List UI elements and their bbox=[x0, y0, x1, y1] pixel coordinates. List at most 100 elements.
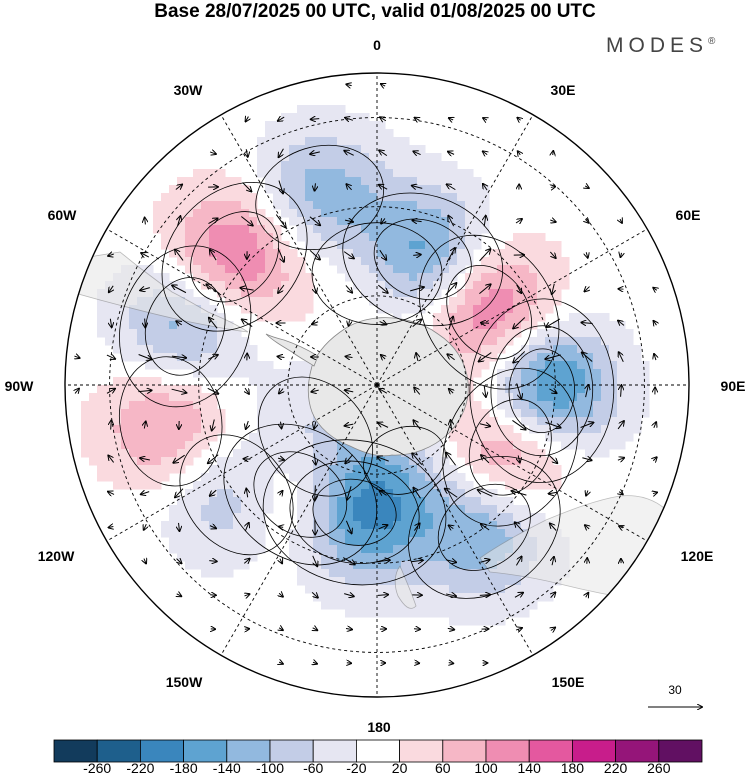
anomaly-cell bbox=[409, 265, 418, 274]
anomaly-cell bbox=[385, 457, 394, 466]
wind-vector bbox=[480, 560, 489, 563]
anomaly-cell bbox=[257, 537, 266, 546]
colorbar-tick-label: -260 bbox=[83, 760, 112, 776]
anomaly-cell bbox=[345, 585, 354, 594]
anomaly-cell bbox=[641, 377, 650, 386]
anomaly-cell bbox=[201, 217, 210, 226]
anomaly-cell bbox=[185, 497, 194, 506]
anomaly-cell bbox=[265, 425, 274, 434]
anomaly-cell bbox=[297, 257, 306, 266]
anomaly-cell bbox=[289, 529, 298, 538]
anomaly-cell bbox=[353, 577, 362, 586]
anomaly-cell bbox=[497, 465, 506, 474]
latitude-circle bbox=[287, 295, 467, 475]
anomaly-cell bbox=[313, 113, 322, 122]
anomaly-cell bbox=[545, 369, 554, 378]
anomaly-cell bbox=[401, 161, 410, 170]
anomaly-cell bbox=[361, 113, 370, 122]
anomaly-cell bbox=[121, 417, 130, 426]
anomaly-cell bbox=[177, 521, 186, 530]
anomaly-cell bbox=[201, 425, 210, 434]
wind-vector bbox=[621, 385, 622, 397]
anomaly-cell bbox=[513, 585, 522, 594]
anomaly-cell bbox=[633, 361, 642, 370]
anomaly-cell bbox=[561, 441, 570, 450]
anomaly-cell bbox=[185, 249, 194, 258]
anomaly-cell bbox=[193, 537, 202, 546]
anomaly-cell bbox=[321, 473, 330, 482]
anomaly-cell bbox=[113, 441, 122, 450]
anomaly-cell bbox=[265, 177, 274, 186]
anomaly-cell bbox=[489, 433, 498, 442]
anomaly-cell bbox=[465, 545, 474, 554]
anomaly-cell bbox=[241, 497, 250, 506]
anomaly-cell bbox=[201, 497, 210, 506]
anomaly-cell bbox=[201, 481, 210, 490]
anomaly-cell bbox=[465, 257, 474, 266]
anomaly-cell bbox=[497, 593, 506, 602]
anomaly-cell bbox=[305, 177, 314, 186]
wind-vector bbox=[515, 219, 522, 223]
anomaly-cell bbox=[497, 449, 506, 458]
wind-vector bbox=[515, 628, 522, 630]
anomaly-cell bbox=[345, 153, 354, 162]
anomaly-cell bbox=[569, 425, 578, 434]
anomaly-cell bbox=[233, 505, 242, 514]
anomaly-cell bbox=[329, 585, 338, 594]
anomaly-cell bbox=[529, 385, 538, 394]
anomaly-cell bbox=[409, 457, 418, 466]
anomaly-cell bbox=[273, 169, 282, 178]
anomaly-cell bbox=[193, 209, 202, 218]
anomaly-cell bbox=[401, 305, 410, 314]
anomaly-cell bbox=[161, 529, 170, 538]
anomaly-cell bbox=[297, 177, 306, 186]
anomaly-cell bbox=[225, 289, 234, 298]
anomaly-cell bbox=[465, 393, 474, 402]
anomaly-cell bbox=[161, 457, 170, 466]
anomaly-cell bbox=[361, 585, 370, 594]
anomaly-cell bbox=[193, 401, 202, 410]
anomaly-cell bbox=[473, 569, 482, 578]
anomaly-cell bbox=[257, 489, 266, 498]
anomaly-cell bbox=[553, 473, 562, 482]
anomaly-cell bbox=[201, 329, 210, 338]
anomaly-cell bbox=[465, 281, 474, 290]
anomaly-cell bbox=[129, 409, 138, 418]
anomaly-cell bbox=[193, 177, 202, 186]
anomaly-cell bbox=[313, 209, 322, 218]
anomaly-cell bbox=[265, 305, 274, 314]
anomaly-cell bbox=[345, 265, 354, 274]
anomaly-cell bbox=[81, 409, 90, 418]
anomaly-cell bbox=[305, 113, 314, 122]
anomaly-cell bbox=[241, 185, 250, 194]
anomaly-cell bbox=[441, 161, 450, 170]
anomaly-cell bbox=[465, 385, 474, 394]
anomaly-cell bbox=[113, 313, 122, 322]
anomaly-cell bbox=[345, 209, 354, 218]
anomaly-cell bbox=[305, 441, 314, 450]
anomaly-cell bbox=[193, 433, 202, 442]
anomaly-cell bbox=[241, 369, 250, 378]
lon-label-30w: 30W bbox=[173, 82, 203, 98]
anomaly-cell bbox=[497, 433, 506, 442]
anomaly-cell bbox=[489, 489, 498, 498]
anomaly-cell bbox=[193, 201, 202, 210]
anomaly-cell bbox=[409, 473, 418, 482]
anomaly-cell bbox=[473, 313, 482, 322]
anomaly-cell bbox=[481, 585, 490, 594]
anomaly-cell bbox=[305, 105, 314, 114]
anomaly-cell bbox=[193, 417, 202, 426]
anomaly-cell bbox=[345, 481, 354, 490]
anomaly-cell bbox=[609, 361, 618, 370]
anomaly-cell bbox=[193, 553, 202, 562]
anomaly-cell bbox=[185, 521, 194, 530]
anomaly-cell bbox=[321, 457, 330, 466]
anomaly-cell bbox=[409, 241, 418, 250]
anomaly-cell bbox=[129, 337, 138, 346]
anomaly-cell bbox=[241, 553, 250, 562]
anomaly-cell bbox=[201, 441, 210, 450]
anomaly-cell bbox=[393, 153, 402, 162]
anomaly-cell bbox=[465, 193, 474, 202]
lon-label-90e: 90E bbox=[720, 378, 746, 394]
anomaly-cell bbox=[305, 401, 314, 410]
